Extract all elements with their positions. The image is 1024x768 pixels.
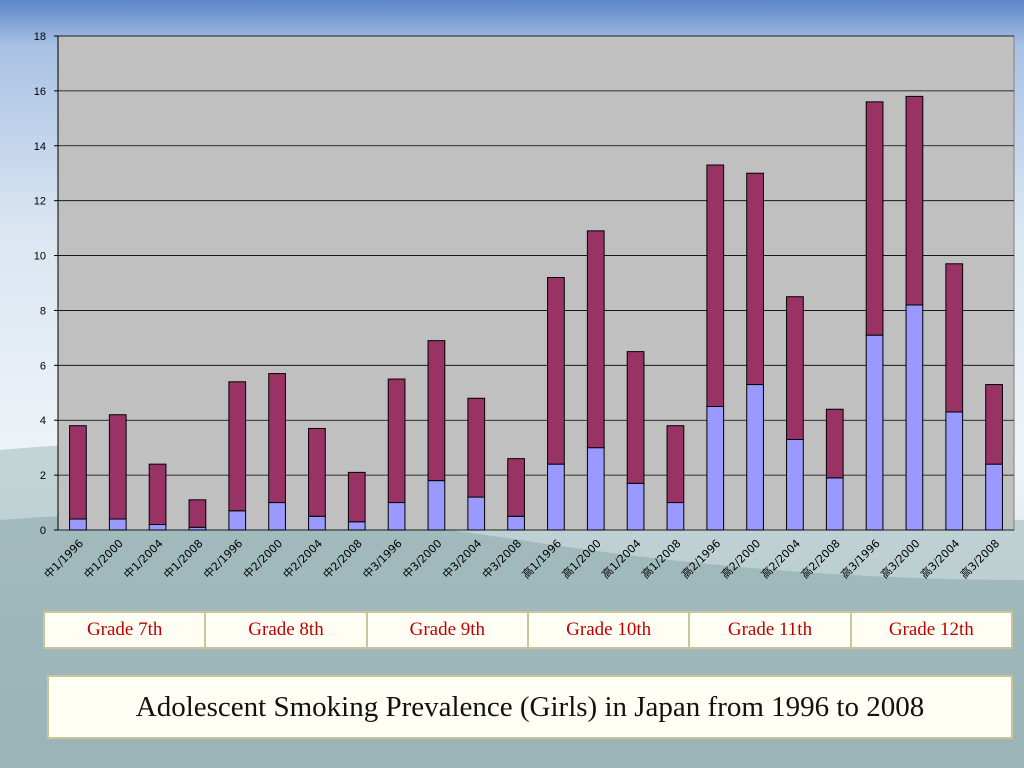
x-category-label: 中1/2000 (82, 537, 126, 581)
grade-label: Grade 7th (45, 613, 207, 647)
y-tick-label: 8 (40, 305, 46, 317)
y-axis-ticks: 0 2 4 6 8 10 12 14 16 18 (34, 31, 59, 537)
bar-segment-series-2 (467, 397, 486, 498)
bar-segment-series-2 (825, 408, 844, 479)
stacked-bar-chart: 0 2 4 6 8 10 12 14 16 18 中1/1996中1/2000中1/2004中1/… (34, 31, 1015, 581)
y-tick-label: 12 (34, 196, 46, 208)
bar-segment-series-2 (985, 384, 1003, 465)
bar-segment-series-1 (586, 447, 605, 531)
x-category-label: 中2/2004 (281, 537, 325, 581)
x-category-label: 高2/2004 (758, 536, 803, 581)
y-tick-label: 4 (40, 415, 46, 427)
bars (69, 95, 1003, 531)
x-category-label: 中1/1996 (42, 537, 86, 581)
bar-segment-series-1 (427, 480, 446, 531)
x-category-label: 高3/2004 (917, 536, 962, 581)
bar-segment-series-2 (547, 277, 565, 465)
y-tick-label: 2 (40, 470, 46, 482)
x-category-label: 高3/2008 (957, 536, 1002, 581)
bar-segment-series-2 (865, 101, 884, 336)
x-category-label: 中1/2008 (161, 537, 205, 581)
y-tick-label: 14 (34, 141, 46, 153)
x-category-label: 中3/2008 (480, 537, 524, 581)
x-category-label: 高3/1996 (838, 536, 883, 581)
y-tick-label: 18 (34, 31, 46, 43)
bar-segment-series-1 (666, 502, 685, 531)
bar-segment-series-2 (268, 373, 286, 504)
bar-segment-series-2 (427, 340, 446, 482)
bar-segment-series-2 (586, 230, 605, 449)
y-tick-label: 0 (40, 525, 46, 537)
bar-segment-series-1 (825, 477, 844, 531)
bar-segment-series-1 (985, 463, 1003, 531)
bar-segment-series-2 (905, 95, 924, 306)
x-category-label: 高2/1996 (678, 536, 723, 581)
bar-segment-series-1 (228, 510, 247, 531)
plot-area (57, 35, 1015, 531)
x-category-label: 中1/2004 (121, 537, 165, 581)
bar-segment-series-1 (945, 411, 964, 531)
bar-segment-series-1 (507, 515, 525, 531)
x-category-label: 高1/2000 (559, 536, 604, 581)
bar-segment-series-1 (467, 496, 486, 531)
bar-segment-series-1 (626, 482, 645, 531)
bar-segment-series-1 (148, 524, 167, 531)
bar-segment-series-1 (746, 384, 764, 531)
bar-segment-series-2 (188, 499, 207, 528)
x-category-label: 高1/1996 (519, 536, 564, 581)
grade-label: Grade 8th (206, 613, 368, 647)
bar-segment-series-2 (706, 164, 725, 407)
bar-segment-series-2 (347, 471, 366, 523)
bar-segment-series-1 (108, 518, 127, 531)
x-category-label: 中2/2008 (321, 537, 365, 581)
bar-segment-series-2 (786, 296, 804, 440)
grade-label: Grade 11th (690, 613, 852, 647)
x-category-label: 中3/2000 (400, 537, 444, 581)
grade-label: Grade 9th (367, 613, 529, 647)
x-category-label: 高3/2000 (877, 536, 922, 581)
grade-labels-row: Grade 7th Grade 8th Grade 9th Grade 10th Gra… (43, 611, 1013, 649)
x-category-label: 中2/2000 (241, 537, 285, 581)
grade-label: Grade 12th (851, 613, 1011, 647)
y-tick-label: 16 (34, 86, 46, 98)
x-category-label: 高2/2000 (718, 536, 763, 581)
bar-segment-series-2 (228, 381, 247, 512)
grade-label: Grade 10th (528, 613, 691, 647)
x-category-label: 中3/2004 (440, 537, 484, 581)
x-category-label: 高2/2008 (798, 536, 843, 581)
bar-segment-series-1 (387, 502, 406, 531)
bar-segment-series-1 (347, 521, 366, 531)
gridlines (58, 35, 1014, 531)
chart-caption: Adolescent Smoking Prevalence (Girls) in… (47, 675, 1013, 739)
bar-segment-series-2 (626, 351, 645, 484)
x-category-label: 高1/2004 (599, 536, 644, 581)
x-axis-labels: 中1/1996中1/2000中1/2004中1/2008中2/1996中2/20… (42, 536, 1003, 581)
bar-segment-series-2 (507, 458, 525, 517)
bar-segment-series-2 (746, 172, 764, 386)
bar-segment-series-1 (786, 438, 804, 531)
bar-segment-series-2 (666, 425, 685, 504)
bar-segment-series-1 (547, 463, 565, 531)
bar-segment-series-2 (69, 425, 87, 520)
bar-segment-series-2 (308, 427, 326, 517)
y-tick-label: 10 (34, 251, 46, 263)
bar-segment-series-1 (308, 515, 326, 531)
bar-segment-series-2 (148, 463, 167, 526)
x-category-label: 中3/1996 (360, 537, 404, 581)
bar-segment-series-1 (69, 518, 87, 531)
bar-segment-series-1 (706, 406, 725, 531)
y-tick-label: 6 (40, 360, 46, 372)
bar-segment-series-2 (108, 414, 127, 520)
x-category-label: 中2/1996 (201, 537, 245, 581)
bar-segment-series-1 (268, 502, 286, 531)
bar-segment-series-2 (387, 378, 406, 504)
bar-segment-series-2 (945, 263, 964, 413)
x-category-label: 高1/2008 (638, 536, 683, 581)
bar-segment-series-1 (905, 304, 924, 531)
bar-segment-series-1 (865, 334, 884, 531)
